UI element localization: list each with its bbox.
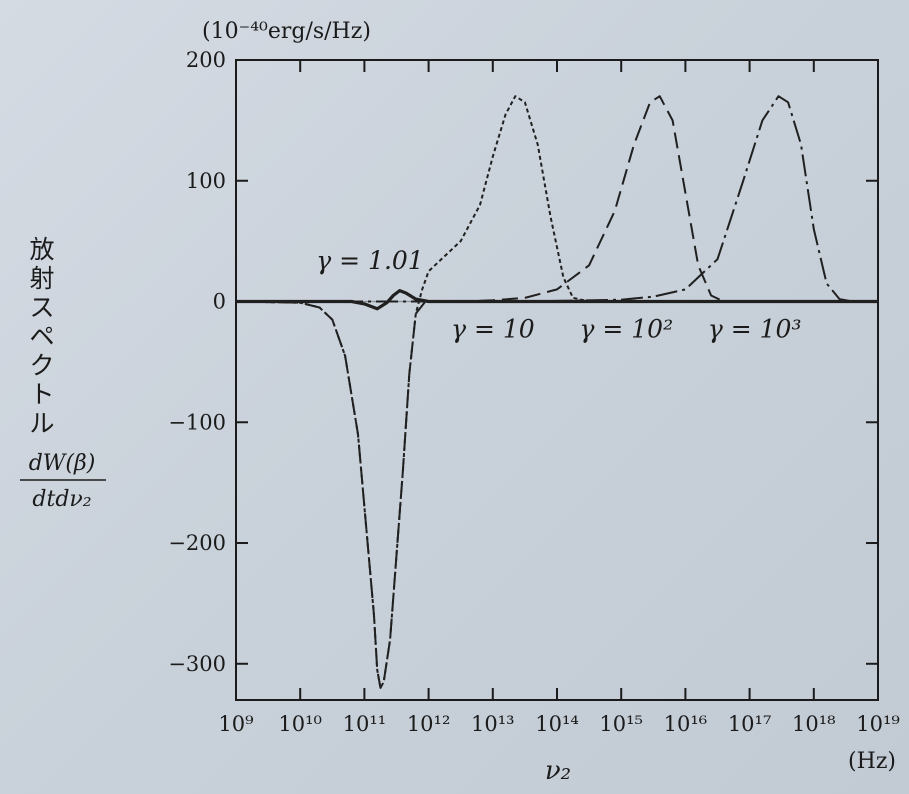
x-tick-label: 10¹⁷ [728, 712, 772, 736]
label-layer: 200 100 0 −100 −200 −300 10⁹ 10¹⁰ 10¹¹ 10¹² 10¹³ 10… [20, 19, 900, 786]
series-annotation: γ = 1.01 [316, 246, 423, 275]
x-tick-label: 10¹⁹ [856, 712, 900, 736]
y-tick-label: −100 [168, 410, 226, 434]
x-axis-label: ν₂ [545, 756, 571, 786]
series-annotation: γ = 10³ [708, 315, 802, 344]
y-formula-denominator: dtdν₂ [32, 487, 91, 512]
y-label-char: ス [29, 293, 54, 322]
series-line [236, 95, 878, 303]
x-unit-label: (Hz) [848, 749, 896, 774]
x-tick-label: 10¹³ [471, 712, 515, 736]
y-tick-label: −200 [168, 531, 226, 555]
y-label-char: ペ [29, 322, 54, 351]
y-label-char: ル [29, 409, 54, 438]
y-label-char: ト [29, 380, 54, 409]
plot-frame [235, 59, 879, 701]
x-tick-label: 10¹² [407, 712, 451, 736]
y-tick-label: 0 [213, 290, 226, 314]
series-layer [235, 95, 878, 689]
x-tick-label: 10¹⁴ [535, 712, 579, 736]
y-label-char: 射 [29, 264, 54, 293]
y-tick-label: 200 [186, 48, 226, 72]
y-tick-label: −300 [168, 652, 226, 676]
axes-layer [235, 59, 879, 701]
series-line [235, 95, 878, 689]
x-tick-label: 10¹⁵ [599, 712, 643, 736]
series-line [236, 289, 878, 311]
y-formula-numerator: dW(β) [29, 451, 96, 476]
series-line [235, 95, 878, 689]
series-annotation: γ = 10 [451, 315, 535, 344]
series-annotation: γ = 10² [579, 315, 673, 344]
y-tick-label: 100 [186, 169, 226, 193]
y-label-char: 放 [29, 235, 54, 264]
x-tick-label: 10⁹ [218, 712, 253, 736]
x-tick-label: 10¹⁰ [278, 712, 322, 736]
x-tick-label: 10¹⁶ [664, 712, 708, 736]
x-tick-label: 10¹⁸ [792, 712, 836, 736]
y-label-char: ク [29, 351, 54, 380]
y-unit-label: (10⁻⁴⁰erg/s/Hz) [202, 19, 371, 44]
x-tick-label: 10¹¹ [343, 712, 387, 736]
